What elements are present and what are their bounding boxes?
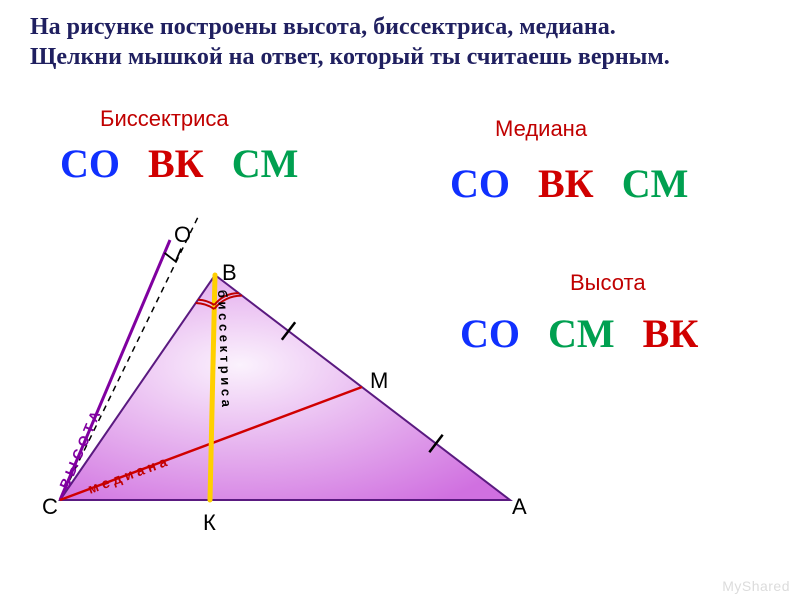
median-section-label: Медиана [495, 116, 587, 142]
vertex-label-a: А [512, 494, 527, 520]
watermark: MyShared [722, 578, 790, 594]
bisector-option-0[interactable]: СО [60, 140, 120, 187]
height-section-label: Высота [570, 270, 646, 296]
median-answers: СО ВК СМ [450, 160, 688, 207]
median-option-1[interactable]: ВК [538, 160, 594, 207]
height-answers: СО СМ ВК [460, 310, 698, 357]
bisector-section-label: Биссектриса [100, 106, 229, 132]
height-option-1[interactable]: СМ [548, 310, 615, 357]
height-option-2[interactable]: ВК [643, 310, 699, 357]
bisector-option-1[interactable]: ВК [148, 140, 204, 187]
vertex-label-o: О [174, 222, 191, 248]
height-option-0[interactable]: СО [460, 310, 520, 357]
median-option-0[interactable]: СО [450, 160, 510, 207]
bisector-option-2[interactable]: СМ [232, 140, 299, 187]
vertex-label-m: М [370, 368, 388, 394]
vertex-label-b: В [222, 260, 237, 286]
median-option-2[interactable]: СМ [622, 160, 689, 207]
geometry-diagram: В Ы С О Т Ам е д и а н аб и с с е к т р … [0, 0, 800, 600]
bisector-answers: СО ВК СМ [60, 140, 298, 187]
vertex-label-c: С [42, 494, 58, 520]
vertex-label-k: К [203, 510, 216, 536]
